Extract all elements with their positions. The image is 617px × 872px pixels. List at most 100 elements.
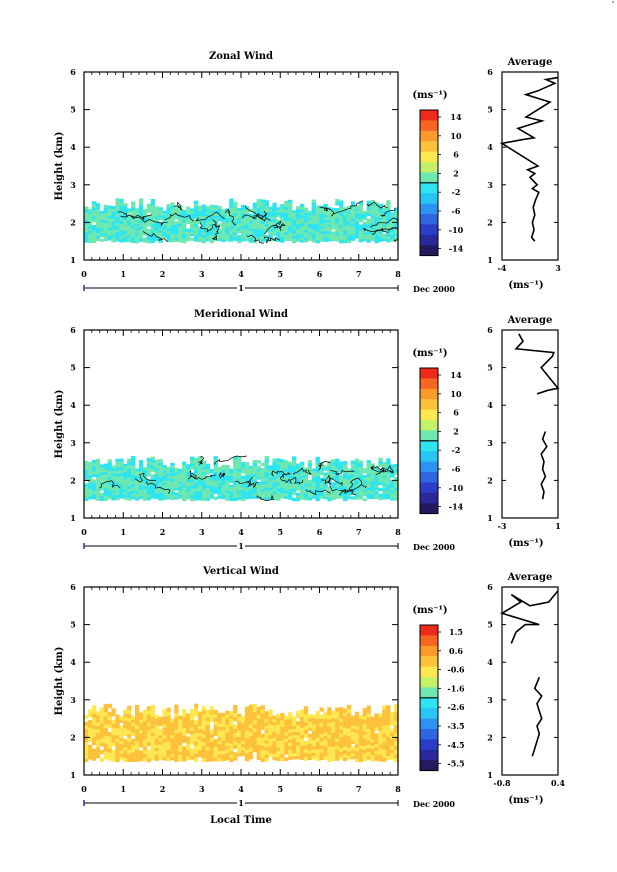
heatmap-cell: [354, 461, 360, 465]
heatmap-cell: [95, 754, 101, 759]
heatmap-cell: [170, 744, 175, 748]
heatmap-cell: [346, 492, 352, 495]
heatmap-cell: [131, 201, 136, 205]
heatmap-cell: [162, 229, 167, 233]
heatmap-cell: [95, 461, 101, 466]
heatmap-cell: [111, 216, 116, 220]
heatmap-cell: [252, 495, 258, 499]
heatmap-cell: [209, 481, 214, 485]
heatmap-cell: [91, 239, 97, 244]
heatmap-cell: [319, 729, 324, 735]
heatmap-cell: [229, 468, 234, 472]
heatmap-cell: [111, 490, 116, 494]
x-tick-label: 6: [317, 269, 323, 279]
heatmap-cell: [244, 726, 250, 731]
heatmap-cell: [205, 479, 211, 483]
heatmap-cell: [150, 198, 156, 203]
heatmap-cell: [358, 721, 364, 726]
heatmap-cell: [189, 734, 195, 739]
heatmap-cell: [350, 715, 356, 720]
heatmap-cell: [366, 468, 371, 472]
heatmap-cell: [335, 484, 340, 488]
heatmap-cell: [182, 709, 187, 714]
heatmap-cell: [135, 725, 140, 730]
heatmap-cell: [288, 749, 293, 754]
heatmap-cell: [292, 484, 297, 489]
heatmap-cell: [260, 709, 265, 714]
heatmap-cell: [323, 721, 328, 726]
heatmap-cell: [111, 482, 116, 486]
heatmap-cell: [331, 210, 336, 214]
heatmap-cell: [350, 728, 356, 732]
heatmap-cell: [103, 723, 108, 728]
heatmap-cell: [150, 474, 156, 478]
heatmap-cell: [84, 745, 89, 749]
heatmap-cell: [252, 476, 258, 480]
heatmap-cell: [178, 212, 183, 216]
heatmap-cell: [107, 213, 112, 216]
heatmap-cell: [91, 485, 97, 489]
heatmap-cell: [366, 709, 371, 714]
heatmap-cell: [362, 719, 368, 724]
heatmap-cell: [138, 757, 144, 762]
heatmap-cell: [244, 729, 250, 735]
heatmap-cell: [307, 714, 313, 719]
heatmap-cell: [127, 458, 132, 462]
heatmap-cell: [213, 742, 218, 747]
heatmap-cell: [307, 212, 313, 216]
heatmap-cell: [272, 219, 277, 223]
heatmap-cell: [362, 477, 368, 481]
heatmap-cell: [382, 226, 387, 230]
heatmap-cell: [189, 228, 195, 232]
heatmap-cell: [292, 728, 297, 733]
heatmap-cell: [256, 710, 262, 715]
heatmap-cell: [233, 229, 238, 233]
heatmap-cell: [311, 714, 316, 719]
heatmap-cell: [394, 732, 399, 738]
heatmap-cell: [84, 234, 89, 238]
heatmap-cell: [370, 726, 375, 730]
heatmap-cell: [213, 215, 218, 219]
heatmap-cell: [315, 484, 320, 489]
heatmap-cell: [166, 466, 171, 470]
heatmap-cell: [358, 485, 364, 489]
heatmap-cell: [170, 740, 175, 745]
heatmap-cell: [174, 481, 179, 484]
heatmap-cell: [87, 734, 93, 739]
heatmap-cell: [346, 226, 352, 230]
heatmap-cell: [233, 708, 238, 714]
heatmap-cell: [319, 210, 324, 214]
colorbar-swatch: [420, 666, 438, 678]
heatmap-cell: [154, 459, 159, 464]
heatmap-cell: [354, 223, 360, 227]
heatmap-cell: [213, 721, 218, 726]
heatmap-cell: [178, 731, 183, 736]
heatmap-cell: [87, 467, 93, 471]
average-y-tick-label: 6: [487, 67, 493, 77]
heatmap-cell: [193, 238, 199, 242]
heatmap-cell: [303, 232, 309, 236]
heatmap-cell: [189, 748, 195, 753]
zero-contour: [362, 227, 399, 233]
heatmap-cell: [131, 210, 136, 214]
heatmap-cell: [103, 731, 108, 736]
heatmap-cell: [323, 467, 328, 471]
heatmap-cell: [303, 234, 309, 238]
heatmap-cell: [142, 731, 148, 736]
heatmap-cell: [335, 235, 340, 239]
heatmap-cell: [276, 727, 281, 732]
heatmap-cell: [209, 729, 214, 735]
heatmap-cell: [346, 735, 352, 741]
heatmap-cell: [390, 722, 395, 726]
heatmap-cell: [201, 737, 207, 743]
heatmap-cell: [178, 715, 183, 720]
heatmap-cell: [382, 737, 387, 742]
heatmap-cell: [252, 479, 258, 483]
heatmap-cell: [354, 233, 360, 237]
heatmap-cell: [264, 739, 269, 744]
heatmap-cell: [272, 473, 277, 477]
heatmap-cell: [146, 714, 152, 719]
heatmap-cell: [201, 710, 207, 715]
heatmap-cell: [280, 723, 285, 728]
heatmap-cell: [217, 218, 222, 222]
